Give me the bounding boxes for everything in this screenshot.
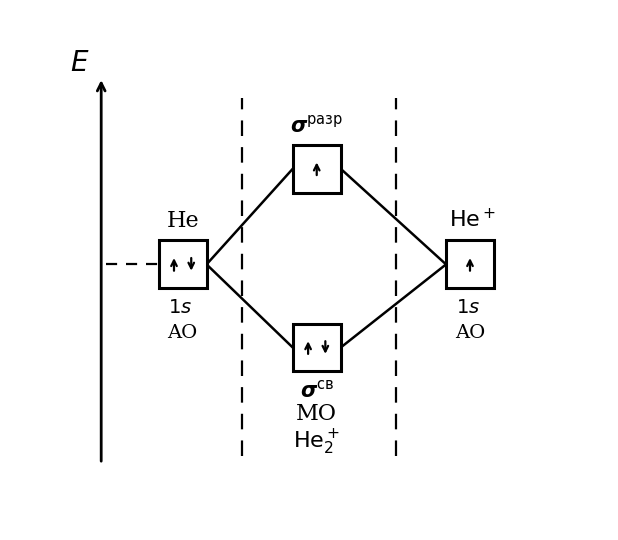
Text: $1s$: $1s$ [168,299,192,316]
Text: $\boldsymbol{\sigma}^{\mathbf{\text{разр}}}$: $\boldsymbol{\sigma}^{\mathbf{\text{разр… [290,114,343,137]
Text: $1s$: $1s$ [455,299,480,316]
Bar [293,145,341,193]
Bar [446,240,494,288]
Bar [159,240,206,288]
Bar [293,323,341,372]
Text: $\boldsymbol{\sigma}^{\mathbf{\text{св}}}$: $\boldsymbol{\sigma}^{\mathbf{\text{св}}… [300,379,334,401]
Text: $E$: $E$ [70,50,89,77]
Text: $\mathrm{He}_2^+$: $\mathrm{He}_2^+$ [293,428,341,457]
Text: $\mathrm{He}^+$: $\mathrm{He}^+$ [449,209,496,232]
Text: MO: MO [296,403,337,424]
Text: AO: AO [455,323,485,342]
Text: He: He [166,210,199,232]
Text: AO: AO [167,323,198,342]
